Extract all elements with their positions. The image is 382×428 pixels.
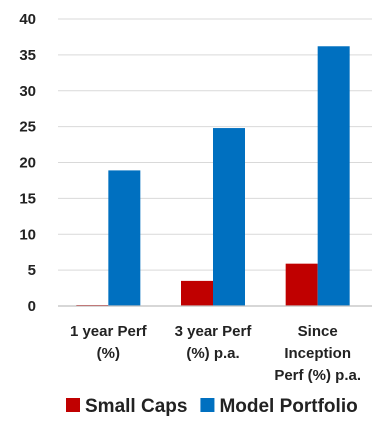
y-tick-label: 15: [19, 190, 36, 207]
y-tick-label: 20: [19, 155, 36, 172]
legend-label: Small Caps: [85, 396, 187, 417]
y-tick-label: 10: [19, 226, 36, 243]
y-axis-ticks: 0 5 10 15 20 25 30 35 40: [19, 11, 36, 315]
x-category-label: 3 year Perf: [175, 323, 253, 340]
x-category-label: Perf (%) p.a.: [274, 367, 361, 384]
y-tick-label: 40: [19, 11, 36, 28]
y-tick-label: 25: [19, 119, 36, 136]
y-tick-label: 35: [19, 47, 36, 64]
bar-model-portfolio: [213, 128, 245, 306]
bars: [76, 46, 350, 306]
bar-model-portfolio: [317, 46, 350, 306]
bar-small-caps: [181, 280, 213, 306]
x-category-label: (%): [97, 345, 120, 362]
x-category-label: Inception: [284, 345, 351, 362]
legend: Small Caps Model Portfolio: [66, 396, 358, 417]
y-tick-label: 0: [28, 298, 36, 315]
x-category-label: 1 year Perf: [70, 323, 148, 340]
bar-small-caps: [285, 263, 318, 306]
x-axis-categories: 1 year Perf (%) 3 year Perf (%) p.a. Since In…: [70, 323, 361, 384]
y-tick-label: 30: [19, 83, 36, 100]
y-tick-label: 5: [28, 262, 36, 279]
legend-swatch: [66, 398, 80, 412]
bar-model-portfolio: [108, 170, 141, 306]
x-category-label: Since: [298, 323, 338, 340]
x-category-label: (%) p.a.: [186, 345, 239, 362]
legend-label: Model Portfolio: [219, 396, 357, 417]
legend-swatch: [200, 398, 215, 412]
